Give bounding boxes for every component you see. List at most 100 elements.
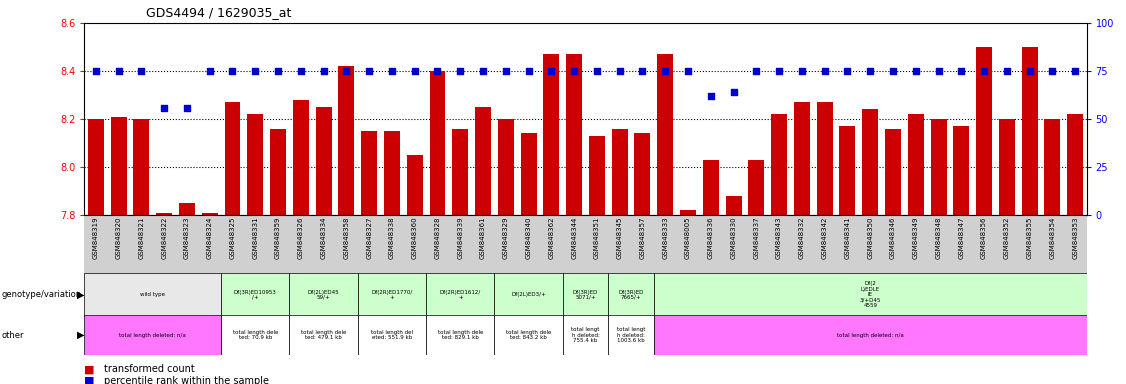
Bar [563,315,608,355]
Text: GDS4494 / 1629035_at: GDS4494 / 1629035_at [146,6,292,19]
Text: GSM848357: GSM848357 [640,216,645,259]
Point [474,68,492,74]
Point [223,68,241,74]
Bar [634,133,651,215]
Bar [863,109,878,215]
Point [998,68,1016,74]
Bar [248,114,263,215]
Text: GSM848331: GSM848331 [252,216,258,259]
Text: GSM848319: GSM848319 [92,216,99,259]
Text: GSM848324: GSM848324 [207,216,213,258]
Point [292,68,310,74]
Text: GSM848358: GSM848358 [343,216,349,259]
Text: GSM848327: GSM848327 [366,216,373,259]
Point [610,68,628,74]
Text: GSM848339: GSM848339 [457,216,463,259]
Point [975,68,993,74]
Bar [157,213,172,215]
Text: genotype/variation: genotype/variation [1,290,81,300]
Bar [84,273,221,317]
Bar [339,66,355,215]
Point [519,68,537,74]
Text: GSM848350: GSM848350 [867,216,874,259]
Bar [749,160,765,215]
Text: total length dele
ted: 843.2 kb: total length dele ted: 843.2 kb [506,330,552,340]
Text: GSM848343: GSM848343 [776,216,783,259]
Text: GSM848349: GSM848349 [913,216,919,259]
Point [1066,68,1084,74]
Text: GSM848346: GSM848346 [890,216,896,259]
Point [405,68,423,74]
Text: GSM848325: GSM848325 [230,216,235,258]
Bar [563,273,608,317]
Text: GSM848354: GSM848354 [1049,216,1055,258]
Text: transformed count: transformed count [104,364,195,374]
Bar [608,273,654,317]
Point [679,68,697,74]
Text: GSM848005: GSM848005 [685,216,691,259]
Text: total lengt
h deleted:
1003.6 kb: total lengt h deleted: 1003.6 kb [617,327,645,343]
Text: GSM848332: GSM848332 [798,216,805,259]
Text: GSM848355: GSM848355 [1027,216,1033,258]
Bar [221,315,289,355]
Text: ▶: ▶ [77,290,84,300]
Text: total lengt
h deleted:
755.4 kb: total lengt h deleted: 755.4 kb [571,327,600,343]
Point [247,68,265,74]
Text: GSM848361: GSM848361 [480,216,486,259]
Text: wild type: wild type [141,292,166,297]
Text: total length deleted: n/a: total length deleted: n/a [837,333,904,338]
Point [452,68,470,74]
Point [861,68,879,74]
Text: ■: ■ [84,364,95,374]
Bar [453,129,468,215]
Point [701,93,720,99]
Bar [426,273,494,317]
Point [338,68,356,74]
Bar [658,54,673,215]
Text: total length del
eted: 551.9 kb: total length del eted: 551.9 kb [370,330,413,340]
Point [383,68,401,74]
Text: Df(2L)ED3/+: Df(2L)ED3/+ [511,292,546,297]
Point [200,68,218,74]
Text: ■: ■ [84,376,95,384]
Text: GSM848326: GSM848326 [297,216,304,259]
Text: GSM848344: GSM848344 [571,216,578,258]
Text: GSM848333: GSM848333 [662,216,668,259]
Text: total length dele
ted: 479.1 kb: total length dele ted: 479.1 kb [301,330,347,340]
Bar [289,273,358,317]
Point [748,68,766,74]
Bar [611,129,627,215]
Bar [794,102,810,215]
Text: Df(3R)ED10953
/+: Df(3R)ED10953 /+ [234,290,277,300]
Bar [1045,119,1061,215]
Text: GSM848356: GSM848356 [981,216,988,259]
Bar [908,114,923,215]
Bar [840,126,856,215]
Bar [680,210,696,215]
Bar [520,133,537,215]
Point [930,68,948,74]
Point [155,104,173,111]
Bar [475,107,491,215]
Bar [703,160,718,215]
Bar [654,315,1087,355]
Point [839,68,857,74]
Bar [999,119,1015,215]
Bar [426,315,494,355]
Bar [885,129,901,215]
Text: other: other [1,331,24,340]
Bar [976,47,992,215]
Text: Df(3R)ED
5071/+: Df(3R)ED 5071/+ [573,290,598,300]
Bar [1021,47,1038,215]
Text: GSM848328: GSM848328 [435,216,440,259]
Text: GSM848341: GSM848341 [844,216,850,259]
Bar [88,119,104,215]
Bar [224,102,241,215]
Text: Df(3R)ED
7665/+: Df(3R)ED 7665/+ [618,290,644,300]
Bar [110,117,126,215]
Text: Df(2L)ED45
59/+: Df(2L)ED45 59/+ [307,290,339,300]
Bar [429,71,446,215]
Text: GSM848348: GSM848348 [936,216,941,259]
Bar [771,114,787,215]
Point [815,68,833,74]
